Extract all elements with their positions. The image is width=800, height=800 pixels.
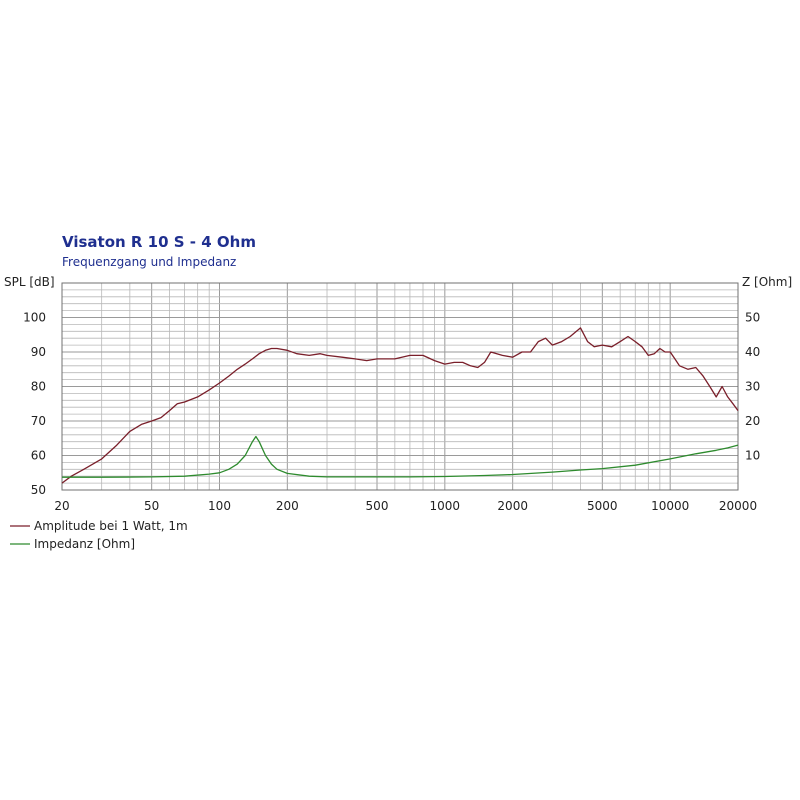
y-axis-left-label: SPL [dB] <box>4 275 55 289</box>
y-axis-left-ticks: 50 60 70 80 90 100 <box>23 311 46 498</box>
legend-label-amplitude: Amplitude bei 1 Watt, 1m <box>34 519 188 533</box>
y-axis-right-label: Z [Ohm] <box>742 275 792 289</box>
y-left-tick-label: 50 <box>31 483 46 497</box>
y-left-tick-label: 70 <box>31 414 46 428</box>
x-tick-label: 20000 <box>719 499 757 513</box>
y-left-tick-label: 90 <box>31 345 46 359</box>
y-right-tick-label: 50 <box>745 311 760 325</box>
x-tick-label: 5000 <box>587 499 618 513</box>
chart-title: Visaton R 10 S - 4 Ohm <box>62 233 256 251</box>
grid-lines <box>61 282 739 491</box>
y-axis-right-ticks: 10 20 30 40 50 <box>745 311 760 463</box>
legend-label-impedance: Impedanz [Ohm] <box>34 537 135 551</box>
legend: Amplitude bei 1 Watt, 1m Impedanz [Ohm] <box>10 519 188 551</box>
y-right-tick-label: 20 <box>745 414 760 428</box>
series-line-impedance <box>62 435 739 478</box>
x-tick-label: 1000 <box>430 499 461 513</box>
y-left-tick-label: 100 <box>23 311 46 325</box>
y-right-tick-label: 10 <box>745 449 760 463</box>
y-right-tick-label: 40 <box>745 345 760 359</box>
x-tick-label: 20 <box>54 499 69 513</box>
x-tick-label: 100 <box>208 499 231 513</box>
x-tick-label: 10000 <box>651 499 689 513</box>
y-left-tick-label: 80 <box>31 380 46 394</box>
series-lines <box>61 327 739 484</box>
x-tick-label: 2000 <box>497 499 528 513</box>
x-tick-label: 200 <box>276 499 299 513</box>
plot-frame <box>61 282 739 491</box>
x-tick-label: 50 <box>144 499 159 513</box>
series-line-amplitude <box>61 327 739 484</box>
x-tick-label: 500 <box>366 499 389 513</box>
chart-subtitle: Frequenzgang und Impedanz <box>62 255 236 269</box>
y-left-tick-label: 60 <box>31 449 46 463</box>
y-right-tick-label: 30 <box>745 380 760 394</box>
x-axis-ticks: 20 50 100 200 500 1000 2000 5000 10000 20000 <box>54 499 757 513</box>
